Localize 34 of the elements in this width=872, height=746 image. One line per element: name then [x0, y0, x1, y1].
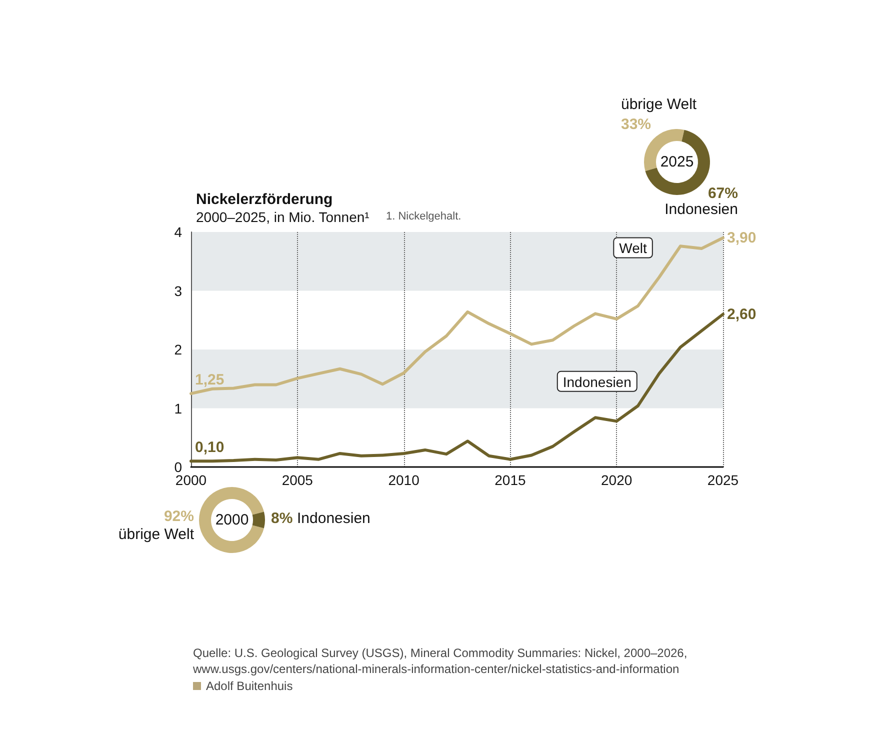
slice-label: übrige Welt — [621, 96, 698, 113]
slice-label: Indonesien — [664, 201, 738, 218]
line-series — [190, 236, 724, 396]
data-label: 3,90 — [727, 229, 756, 246]
x-tick-label: 2000 — [175, 472, 207, 488]
text: Adolf Buitenhuis — [206, 679, 293, 693]
series-label: Indonesien — [562, 374, 632, 390]
series-label: Welt — [619, 240, 648, 256]
text: 1. Nickelgehalt. — [386, 210, 462, 222]
chart-subtitle: 2000–2025, in Mio. Tonnen¹ — [196, 209, 370, 225]
slice-label: Indonesien — [297, 510, 370, 527]
x-tick-label: 2010 — [388, 472, 420, 488]
y-tick-label: 2 — [174, 342, 182, 358]
source-note: Quelle: U.S. Geological Survey (USGS), Mineral Commodity Summaries: Nickel, 2000–2026, www.usgs.gov/centers/national-minerals-information-center/nickel-statistics-and-information — [193, 645, 688, 677]
data-label: 8% — [271, 510, 293, 527]
x-tick-label: 2005 — [282, 472, 314, 488]
data-label: 92% — [164, 508, 194, 525]
slice-label: übrige Welt — [118, 526, 195, 543]
data-label: 0,10 — [195, 439, 224, 456]
x-tick-label: 2025 — [707, 472, 739, 488]
x-tick-label: 2020 — [601, 472, 632, 488]
data-label: 33% — [621, 116, 652, 133]
data-label: 1,25 — [195, 372, 224, 389]
x-tick-label: 2015 — [494, 472, 526, 488]
data-label: 67% — [708, 185, 738, 202]
y-tick-label: 1 — [174, 400, 182, 416]
chart-title: Nickelerzförderung — [196, 191, 333, 208]
y-tick-label: 3 — [174, 282, 182, 299]
data-label: 2,60 — [727, 306, 756, 323]
text: 2025 — [660, 154, 694, 170]
text: 2000 — [215, 512, 249, 528]
y-tick-label: 4 — [174, 224, 182, 240]
line-series — [190, 312, 724, 463]
y-tick-label: 0 — [174, 459, 182, 475]
